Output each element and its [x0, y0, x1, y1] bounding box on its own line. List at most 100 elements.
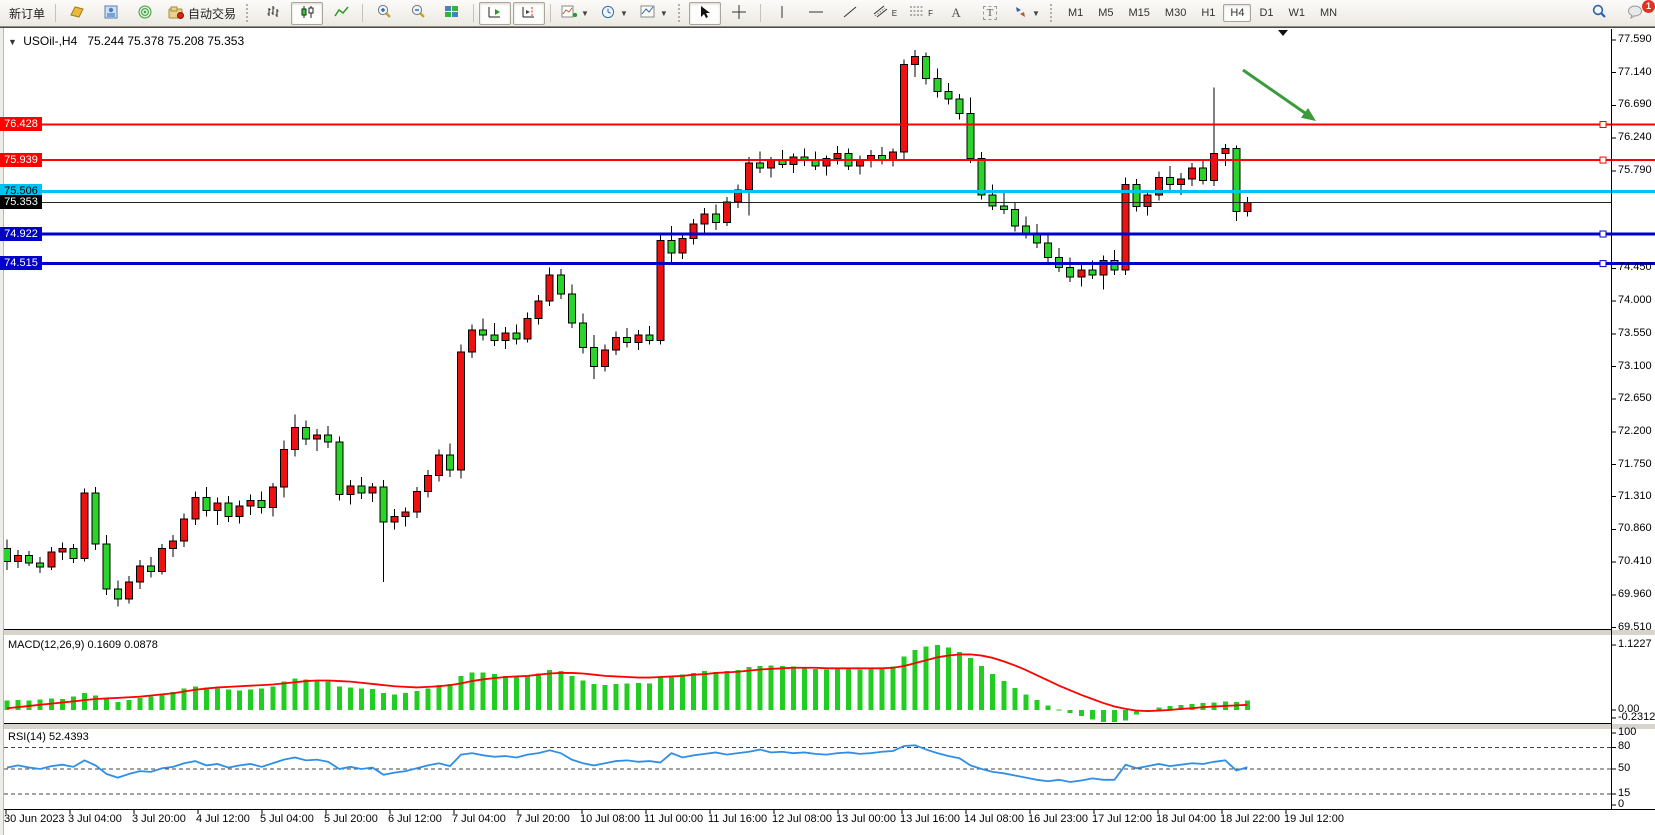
chevron-down-icon: ▼: [1032, 8, 1040, 18]
notification-badge: 1: [1641, 0, 1655, 14]
new-order-button[interactable]: 新订单: [4, 2, 50, 25]
search-button[interactable]: [1583, 2, 1615, 25]
candlestick-chart-icon: [300, 5, 315, 22]
label-tool-label: T: [982, 6, 998, 20]
arrows-tool-button[interactable]: ▼: [1008, 2, 1045, 25]
period-h4-button[interactable]: H4: [1223, 4, 1252, 22]
zoom-out-button[interactable]: [402, 2, 434, 25]
period-w1-button[interactable]: W1: [1288, 7, 1306, 19]
period-h1-button[interactable]: H1: [1201, 7, 1216, 19]
chat-bubble-icon: [1627, 4, 1644, 22]
channel-icon: [873, 4, 889, 22]
trendline-icon: [843, 5, 857, 22]
period-m1-button[interactable]: M1: [1067, 7, 1084, 19]
periods-button[interactable]: ▼: [596, 2, 633, 25]
candlesticks: [3, 50, 1252, 607]
crosshair-icon: [731, 4, 746, 22]
period-toolbar: M1 M5 M15 M30 H1 H4 D1 W1 MN: [1061, 4, 1344, 22]
period-mn-button[interactable]: MN: [1320, 7, 1338, 19]
period-d1-button[interactable]: D1: [1259, 7, 1274, 19]
indicators-button[interactable]: ▼: [556, 2, 594, 25]
navigator-button[interactable]: [129, 2, 161, 25]
window-border: [0, 27, 1655, 28]
indicators-icon: [561, 5, 578, 22]
chart-ohlc-values: 75.244 75.378 75.208 75.353: [87, 34, 245, 48]
toolbar-drag-handle[interactable]: [246, 4, 252, 22]
hline-marker[interactable]: [1599, 156, 1607, 164]
auto-trading-label: 自动交易: [188, 6, 237, 21]
auto-scroll-button[interactable]: [479, 1, 512, 25]
vertical-line-tool-button[interactable]: [766, 2, 798, 25]
rsi-line: [6, 744, 1248, 783]
zoom-in-button[interactable]: [368, 2, 400, 25]
rsi-indicator-label: RSI(14) 52.4393: [8, 731, 89, 743]
hline-marker[interactable]: [1599, 121, 1607, 129]
channel-tool-button[interactable]: E: [868, 2, 902, 25]
cursor-icon: [699, 5, 711, 22]
toolbar-separator: [55, 4, 57, 22]
text-tool-button[interactable]: A: [940, 2, 972, 25]
chevron-down-icon: ▼: [659, 8, 668, 18]
collapse-arrow-icon: ▼: [8, 37, 17, 47]
toolbar-separator: [759, 4, 761, 22]
toolbar-separator: [362, 4, 364, 22]
bar-chart-icon: [266, 5, 281, 22]
channel-tool-label: E: [891, 8, 898, 18]
horizontal-line-icon: [808, 5, 824, 22]
line-chart-icon: [333, 5, 349, 22]
fibonacci-icon: [909, 4, 925, 22]
rsi-panel: [4, 732, 1616, 806]
new-order-label: 新订单: [9, 6, 46, 21]
tile-windows-button[interactable]: [436, 2, 468, 25]
text-label-tool-button[interactable]: T: [974, 2, 1006, 25]
hline-marker[interactable]: [1599, 230, 1607, 238]
vertical-line-icon: [777, 5, 787, 22]
toolbar-separator: [550, 4, 552, 22]
macd-indicator-label: MACD(12,26,9) 0.1609 0.0878: [8, 639, 158, 651]
data-window-button[interactable]: [95, 2, 127, 25]
period-m15-button[interactable]: M15: [1128, 7, 1150, 19]
tile-windows-icon: [444, 5, 460, 22]
chart-shift-icon: [521, 5, 537, 22]
macd-signal-line: [6, 653, 1248, 713]
zoom-out-icon: [410, 4, 426, 22]
hline-marker[interactable]: [1599, 260, 1607, 268]
clock-icon: [601, 5, 616, 22]
line-chart-type-button[interactable]: [325, 2, 357, 25]
toolbar-drag-handle[interactable]: [1049, 4, 1056, 22]
auto-trading-button[interactable]: 自动交易: [163, 2, 241, 25]
toolbar-separator: [473, 4, 475, 22]
auto-trading-icon: [168, 5, 185, 21]
candlestick-chart-type-button[interactable]: [291, 1, 324, 25]
zoom-in-icon: [376, 4, 392, 22]
chart-shift-button[interactable]: [513, 1, 546, 25]
templates-button[interactable]: ▼: [635, 2, 673, 25]
macd-panel: [4, 644, 1616, 722]
notifications-button[interactable]: 1: [1619, 0, 1655, 25]
chart-shift-marker-icon[interactable]: [1278, 30, 1288, 36]
chevron-down-icon: ▼: [581, 8, 589, 18]
search-icon: [1591, 4, 1607, 22]
green-arrow-annotation[interactable]: [1242, 68, 1316, 121]
window-left-frame: [0, 28, 4, 835]
crosshair-tool-button[interactable]: [723, 2, 755, 25]
market-watch-icon: [69, 5, 85, 21]
fibonacci-tool-label: F: [928, 8, 934, 18]
time-axis: [5, 810, 1287, 814]
toolbar: 新订单 自动交易: [0, 0, 1655, 27]
cursor-tool-button[interactable]: [688, 1, 721, 25]
period-m5-button[interactable]: M5: [1098, 7, 1114, 19]
trendline-tool-button[interactable]: [834, 2, 866, 25]
period-m30-button[interactable]: M30: [1164, 7, 1187, 19]
chart-symbol-timeframe: USOil-,H4: [23, 34, 78, 48]
fibonacci-tool-button[interactable]: F: [904, 2, 938, 25]
data-window-icon: [103, 5, 119, 21]
toolbar-drag-handle[interactable]: [677, 4, 684, 22]
bar-chart-type-button[interactable]: [257, 2, 289, 25]
chart-title: ▼ USOil-,H4 75.244 75.378 75.208 75.353: [8, 34, 244, 48]
horizontal-line-tool-button[interactable]: [800, 2, 832, 25]
chevron-down-icon: ▼: [619, 8, 628, 18]
text-tool-label: A: [951, 5, 961, 20]
market-watch-button[interactable]: [61, 2, 93, 25]
